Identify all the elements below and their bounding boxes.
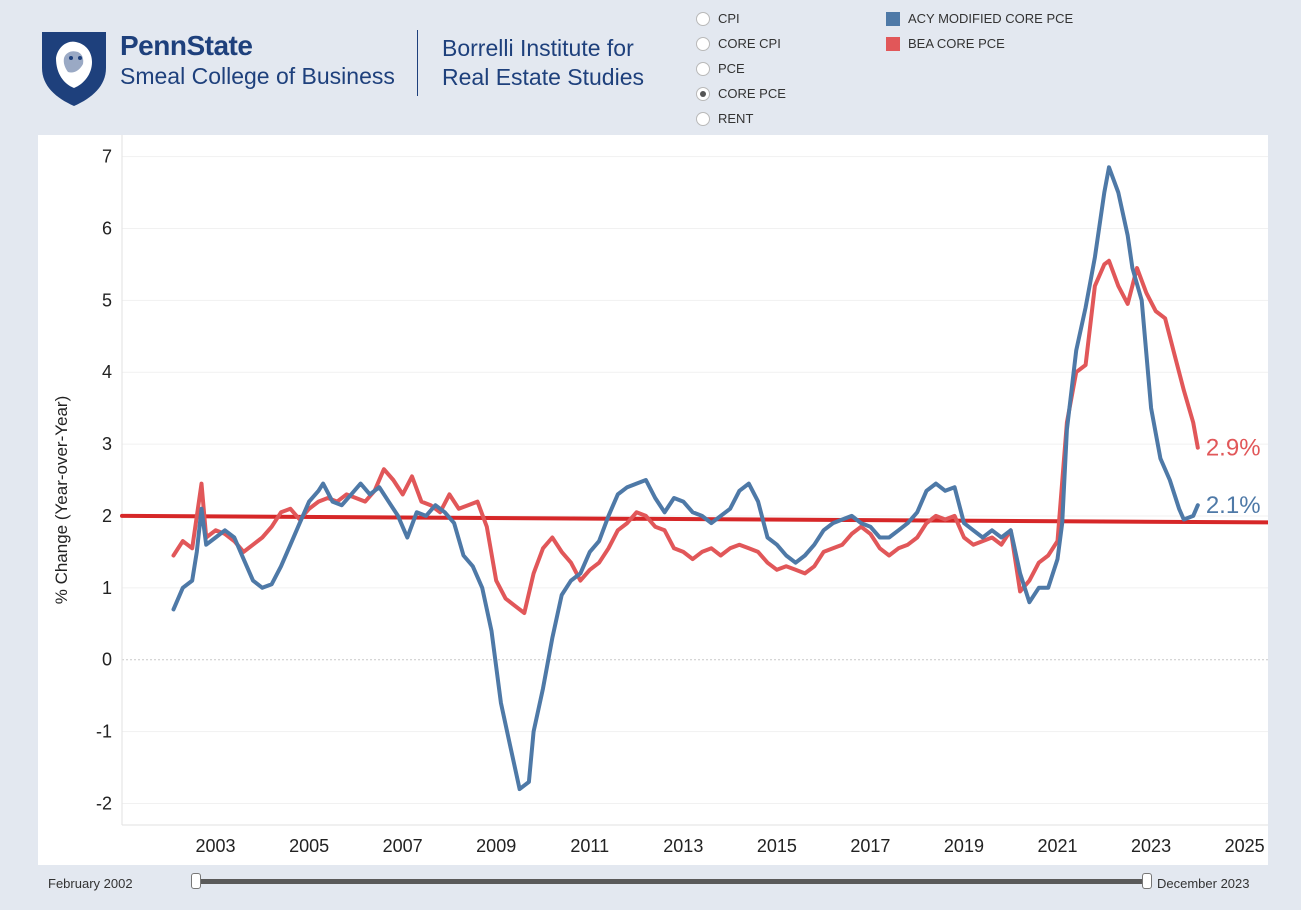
series-line-bea-core-pce <box>171 258 1200 615</box>
radio-button-selected-icon[interactable] <box>696 86 710 101</box>
nittany-lion-shield-icon <box>42 32 106 106</box>
legend-label: BEA CORE PCE <box>908 36 1005 51</box>
legend-item-bea[interactable]: BEA CORE PCE <box>886 31 1073 56</box>
brand-name: PennState <box>120 30 253 61</box>
y-tick-label: 1 <box>102 578 112 598</box>
end-label-acy-modified-core-pce: 2.1% <box>1206 492 1261 519</box>
x-tick-label: 2007 <box>383 836 423 856</box>
measure-radio-group: CPI CORE CPI PCE CORE PCE RENT <box>696 6 786 131</box>
y-tick-label: 4 <box>102 362 112 382</box>
radio-button-icon[interactable] <box>696 36 710 51</box>
logo-divider <box>417 30 418 96</box>
x-tick-label: 2013 <box>663 836 703 856</box>
y-tick-label: -2 <box>96 793 112 813</box>
pennstate-logo: PennState Smeal College of Business Borr… <box>38 28 678 108</box>
legend-swatch <box>886 36 900 51</box>
series-line-acy-modified-core-pce <box>171 165 1200 792</box>
slider-track[interactable] <box>196 879 1147 884</box>
y-tick-label: -1 <box>96 722 112 742</box>
college-name: Smeal College of Business <box>120 63 395 89</box>
x-tick-label: 2005 <box>289 836 329 856</box>
legend-label: ACY MODIFIED CORE PCE <box>908 11 1074 26</box>
legend-item-acy[interactable]: ACY MODIFIED CORE PCE <box>886 6 1073 31</box>
x-tick-label: 2023 <box>1131 836 1171 856</box>
y-tick-label: 2 <box>102 506 112 526</box>
date-range-slider: February 2002 December 2023 <box>0 868 1301 898</box>
x-tick-label: 2003 <box>196 836 236 856</box>
radio-button-icon[interactable] <box>696 11 710 26</box>
chart-area: -2 -1 0 1 2 3 4 5 6 7 2003 2005 2007 2009 2011 2013 2015… <box>38 135 1268 865</box>
x-tick-label: 2021 <box>1037 836 1077 856</box>
y-tick-label: 0 <box>102 650 112 670</box>
radio-core-cpi[interactable]: CORE CPI <box>696 31 786 56</box>
legend-swatch <box>886 11 900 26</box>
x-tick-label: 2015 <box>757 836 797 856</box>
x-tick-label: 2011 <box>570 836 609 856</box>
x-tick-label: 2009 <box>476 836 516 856</box>
radio-label: CPI <box>718 11 740 26</box>
radio-pce[interactable]: PCE <box>696 56 786 81</box>
y-axis-title: % Change (Year-over-Year) <box>52 396 71 605</box>
slider-start-handle[interactable] <box>191 873 201 889</box>
radio-label: CORE PCE <box>718 86 786 101</box>
y-tick-label: 6 <box>102 218 112 238</box>
radio-button-icon[interactable] <box>696 111 710 126</box>
radio-core-pce[interactable]: CORE PCE <box>696 81 786 106</box>
slider-min-label: February 2002 <box>48 876 133 891</box>
slider-max-label: December 2023 <box>1157 876 1250 891</box>
x-tick-label: 2017 <box>850 836 890 856</box>
x-tick-label: 2025 <box>1225 836 1265 856</box>
y-tick-label: 3 <box>102 434 112 454</box>
radio-rent[interactable]: RENT <box>696 106 786 131</box>
institute-line-2: Real Estate Studies <box>442 64 645 90</box>
radio-label: RENT <box>718 111 754 126</box>
radio-label: CORE CPI <box>718 36 781 51</box>
radio-button-icon[interactable] <box>696 61 710 76</box>
institute-line-1: Borrelli Institute for <box>442 35 634 61</box>
end-label-bea-core-pce: 2.9% <box>1206 435 1261 462</box>
line-chart: -2 -1 0 1 2 3 4 5 6 7 2003 2005 2007 2009 2011 2013 2015… <box>52 135 1268 856</box>
radio-cpi[interactable]: CPI <box>696 6 786 31</box>
y-tick-label: 7 <box>102 147 112 167</box>
x-tick-label: 2019 <box>944 836 984 856</box>
slider-end-handle[interactable] <box>1142 873 1152 889</box>
series-line-trend <box>120 513 1268 525</box>
y-tick-label: 5 <box>102 290 112 310</box>
institute-name: Borrelli Institute for Real Estate Studi… <box>442 34 644 92</box>
radio-label: PCE <box>718 61 745 76</box>
chart-legend: ACY MODIFIED CORE PCE BEA CORE PCE <box>886 6 1073 56</box>
